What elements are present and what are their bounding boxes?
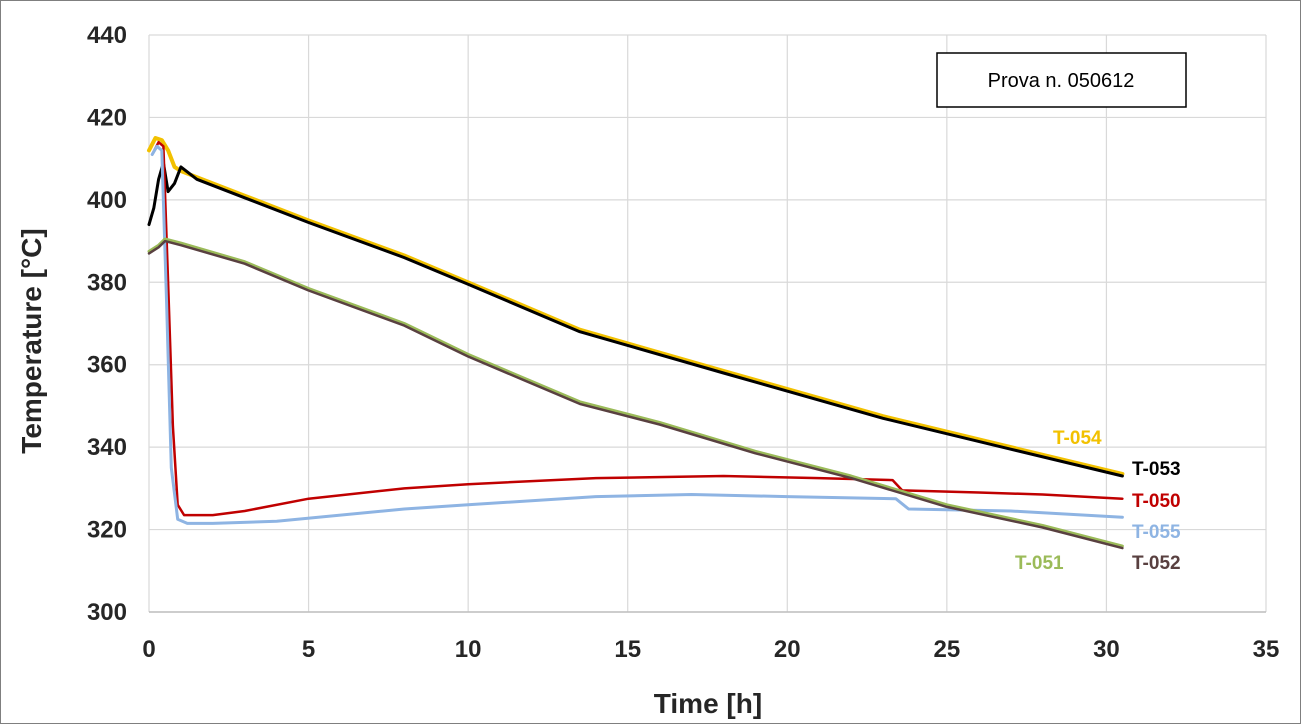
y-tick-label: 320 — [87, 517, 127, 544]
series-labels: T-054 T-053 T-050 T-055 T-051 T-052 — [1015, 428, 1181, 574]
series-line-t-053 — [147, 161, 1124, 478]
x-tick-label: 25 — [934, 636, 961, 663]
x-tick-label: 5 — [302, 636, 315, 663]
y-tick-label: 340 — [87, 434, 127, 461]
y-axis-title: Temperature [°C] — [16, 228, 47, 453]
series-label-t-052: T-052 — [1132, 553, 1181, 574]
x-tick-label: 35 — [1253, 636, 1280, 663]
y-tick-label: 420 — [87, 104, 127, 131]
y-tick-label: 400 — [87, 187, 127, 214]
x-tick-label: 15 — [614, 636, 641, 663]
x-tick-label: 30 — [1093, 636, 1120, 663]
series-label-t-050: T-050 — [1132, 491, 1181, 512]
x-tick-label: 0 — [142, 636, 155, 663]
series-line-t-052 — [147, 239, 1124, 550]
grid — [148, 34, 1267, 613]
y-tick-label: 380 — [87, 269, 127, 296]
y-tick-label: 360 — [87, 352, 127, 379]
series-line-t-054 — [147, 136, 1125, 476]
annotation-border — [936, 52, 1187, 108]
series-label-t-055: T-055 — [1132, 522, 1181, 543]
x-tick-label: 10 — [455, 636, 482, 663]
series — [147, 136, 1125, 550]
y-tick-label: 440 — [87, 22, 127, 49]
series-line-t-051 — [147, 237, 1124, 548]
annotation-box: Prova n. 050612 — [936, 52, 1187, 108]
series-label-t-051: T-051 — [1015, 553, 1064, 574]
x-axis-title: Time [h] — [654, 688, 762, 719]
annotation-text: Prova n. 050612 — [988, 70, 1135, 92]
series-label-t-054: T-054 — [1053, 428, 1102, 449]
series-line-t-050 — [150, 140, 1124, 517]
series-label-t-053: T-053 — [1132, 459, 1181, 480]
y-tick-label: 300 — [87, 599, 127, 626]
x-tick-label: 20 — [774, 636, 801, 663]
axes: 300 320 340 360 380 400 420 440 0 5 10 15 20 25 30 35 — [87, 22, 1279, 663]
series-line-t-055 — [150, 144, 1124, 525]
